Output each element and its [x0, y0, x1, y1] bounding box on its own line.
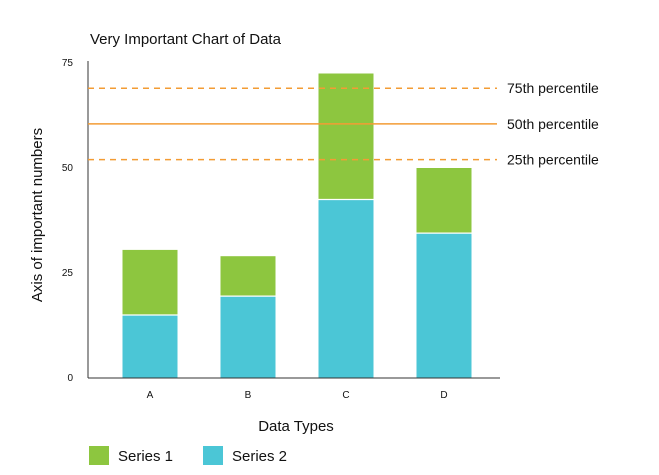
x-tick-label: B: [245, 390, 252, 401]
chart-title: Very Important Chart of Data: [90, 31, 282, 48]
reference-line-label: 50th percentile: [507, 116, 599, 132]
legend-swatch: [203, 446, 223, 465]
x-tick-label: A: [147, 390, 154, 401]
y-axis-title: Axis of important numbers: [29, 128, 46, 302]
bar-segment: [122, 315, 178, 378]
y-tick-label: 0: [67, 373, 73, 384]
y-tick-label: 25: [62, 268, 74, 279]
bar-segment: [122, 249, 178, 315]
x-tick-label: D: [440, 390, 447, 401]
bar-segment: [220, 296, 276, 378]
bar-segment: [318, 199, 374, 378]
x-axis-title: Data Types: [258, 418, 334, 435]
reference-line-label: 25th percentile: [507, 152, 599, 168]
bar-segment: [416, 168, 472, 234]
legend: Series 1 Series 2: [89, 446, 287, 465]
legend-label: Series 1: [118, 448, 173, 465]
legend-label: Series 2: [232, 448, 287, 465]
plot-area: 0 25 50 75 A B C D 75th percentile 50th percentil…: [62, 58, 599, 401]
bar-segment: [318, 73, 374, 200]
bar-segment: [220, 256, 276, 297]
legend-swatch: [89, 446, 109, 465]
reference-line-label: 75th percentile: [507, 80, 599, 96]
bar-segment: [416, 233, 472, 378]
x-tick-label: C: [342, 390, 349, 401]
y-tick-label: 75: [62, 58, 74, 69]
y-tick-label: 50: [62, 163, 74, 174]
